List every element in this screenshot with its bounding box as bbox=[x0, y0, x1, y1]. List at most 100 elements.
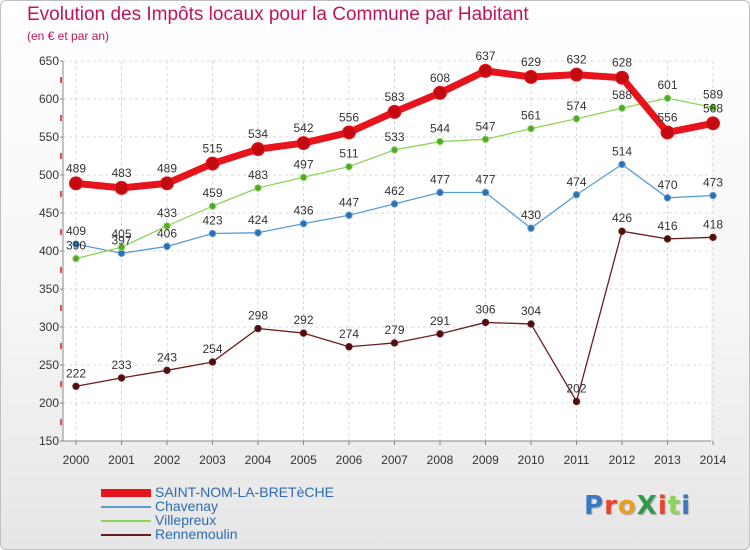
data-point-villepreux bbox=[663, 94, 672, 102]
data-point-rennemoulin bbox=[117, 374, 126, 382]
data-label-chavenay: 470 bbox=[657, 178, 677, 192]
data-label-saint-nom-la-bret-che: 629 bbox=[521, 55, 541, 69]
data-point-villepreux bbox=[481, 135, 490, 143]
data-point-villepreux bbox=[345, 162, 353, 171]
x-tick-label: 2006 bbox=[336, 453, 363, 467]
data-point-chavenay bbox=[481, 188, 490, 197]
data-label-chavenay: 462 bbox=[384, 184, 404, 198]
data-label-chavenay: 477 bbox=[430, 172, 450, 186]
data-label-saint-nom-la-bret-che: 556 bbox=[339, 110, 359, 124]
data-point-saint-nom-la-bret-che bbox=[296, 136, 311, 151]
data-label-chavenay: 514 bbox=[612, 144, 632, 158]
data-point-saint-nom-la-bret-che bbox=[706, 116, 720, 131]
data-point-rennemoulin bbox=[436, 330, 444, 338]
y-tick-label: 600 bbox=[39, 92, 59, 106]
data-label-chavenay: 409 bbox=[66, 224, 86, 238]
data-point-rennemoulin bbox=[618, 227, 626, 235]
data-label-saint-nom-la-bret-che: 483 bbox=[111, 166, 131, 180]
x-tick-label: 2014 bbox=[700, 453, 727, 467]
data-point-saint-nom-la-bret-che bbox=[524, 69, 538, 84]
y-tick-label: 200 bbox=[39, 396, 59, 410]
y-tick-label: 350 bbox=[39, 282, 59, 296]
data-label-rennemoulin: 418 bbox=[703, 217, 723, 231]
data-point-villepreux bbox=[709, 103, 717, 112]
data-point-saint-nom-la-bret-che bbox=[342, 125, 356, 140]
data-label-chavenay: 397 bbox=[111, 233, 131, 247]
x-tick-label: 2003 bbox=[199, 453, 226, 467]
data-label-saint-nom-la-bret-che: 583 bbox=[384, 90, 404, 104]
legend-label: SAINT-NOM-LA-BRETèCHE bbox=[155, 484, 334, 500]
data-label-rennemoulin: 222 bbox=[66, 366, 86, 380]
data-label-saint-nom-la-bret-che: 489 bbox=[157, 161, 177, 175]
data-point-chavenay bbox=[527, 224, 535, 232]
data-label-saint-nom-la-bret-che: 515 bbox=[202, 142, 222, 156]
data-label-villepreux: 601 bbox=[657, 78, 677, 92]
data-point-chavenay bbox=[709, 191, 717, 200]
logo-letter: P bbox=[584, 491, 605, 521]
proxiti-logo: ProXiti bbox=[584, 491, 691, 521]
data-label-rennemoulin: 202 bbox=[566, 381, 586, 395]
x-tick-label: 2008 bbox=[427, 453, 454, 467]
data-label-chavenay: 474 bbox=[566, 175, 586, 189]
data-point-saint-nom-la-bret-che bbox=[69, 176, 83, 191]
y-tick-label: 150 bbox=[39, 434, 59, 448]
data-label-rennemoulin: 279 bbox=[384, 323, 404, 337]
logo-letter: X bbox=[636, 491, 658, 521]
data-label-saint-nom-la-bret-che: 632 bbox=[566, 53, 586, 67]
data-label-chavenay: 447 bbox=[339, 195, 359, 209]
logo-letter: i bbox=[681, 491, 692, 521]
data-label-villepreux: 405 bbox=[111, 227, 131, 241]
data-label-rennemoulin: 274 bbox=[339, 327, 359, 341]
data-point-chavenay bbox=[390, 200, 399, 208]
data-point-rennemoulin bbox=[527, 320, 535, 328]
logo-letter: i bbox=[657, 491, 668, 521]
data-label-chavenay: 477 bbox=[475, 172, 495, 186]
data-label-saint-nom-la-bret-che: 568 bbox=[703, 101, 723, 115]
data-label-saint-nom-la-bret-che: 637 bbox=[475, 49, 495, 63]
data-label-villepreux: 483 bbox=[248, 168, 268, 182]
data-point-saint-nom-la-bret-che bbox=[569, 67, 584, 82]
x-tick-label: 2013 bbox=[654, 453, 681, 467]
data-point-chavenay bbox=[254, 229, 262, 237]
data-label-rennemoulin: 426 bbox=[612, 211, 632, 225]
data-label-villepreux: 390 bbox=[66, 239, 86, 253]
data-label-rennemoulin: 292 bbox=[293, 313, 313, 327]
data-point-chavenay bbox=[117, 249, 126, 257]
data-label-villepreux: 561 bbox=[521, 109, 541, 123]
data-label-villepreux: 533 bbox=[384, 130, 404, 144]
data-point-chavenay bbox=[163, 242, 171, 251]
data-label-saint-nom-la-bret-che: 628 bbox=[612, 56, 632, 70]
data-point-villepreux bbox=[618, 104, 626, 112]
data-point-rennemoulin bbox=[72, 382, 80, 390]
data-label-rennemoulin: 416 bbox=[657, 219, 677, 233]
y-tick-label: 250 bbox=[39, 358, 59, 372]
logo-letter: t bbox=[667, 491, 682, 521]
data-label-chavenay: 473 bbox=[703, 176, 723, 190]
logo-letter: r bbox=[604, 491, 618, 521]
data-label-villepreux: 574 bbox=[566, 99, 586, 113]
y-tick-label: 650 bbox=[39, 54, 59, 68]
data-point-villepreux bbox=[117, 243, 126, 251]
data-label-villepreux: 589 bbox=[703, 87, 723, 101]
data-point-rennemoulin bbox=[254, 324, 262, 333]
data-label-villepreux: 497 bbox=[293, 157, 313, 171]
x-tick-label: 2007 bbox=[381, 453, 408, 467]
data-label-villepreux: 547 bbox=[475, 119, 495, 133]
data-point-rennemoulin bbox=[208, 358, 217, 366]
data-label-villepreux: 511 bbox=[339, 147, 358, 161]
data-point-rennemoulin bbox=[709, 233, 717, 242]
x-tick-label: 2009 bbox=[472, 453, 499, 467]
data-point-chavenay bbox=[663, 194, 672, 202]
data-point-villepreux bbox=[163, 222, 171, 230]
data-point-villepreux bbox=[572, 115, 581, 123]
data-label-rennemoulin: 243 bbox=[157, 350, 177, 364]
data-point-chavenay bbox=[72, 240, 80, 248]
data-point-chavenay bbox=[572, 191, 581, 199]
legend-label: Chavenay bbox=[155, 498, 219, 514]
data-point-saint-nom-la-bret-che bbox=[433, 85, 447, 100]
data-label-saint-nom-la-bret-che: 534 bbox=[248, 127, 268, 141]
data-point-saint-nom-la-bret-che bbox=[160, 176, 174, 191]
x-tick-label: 2002 bbox=[154, 453, 181, 467]
